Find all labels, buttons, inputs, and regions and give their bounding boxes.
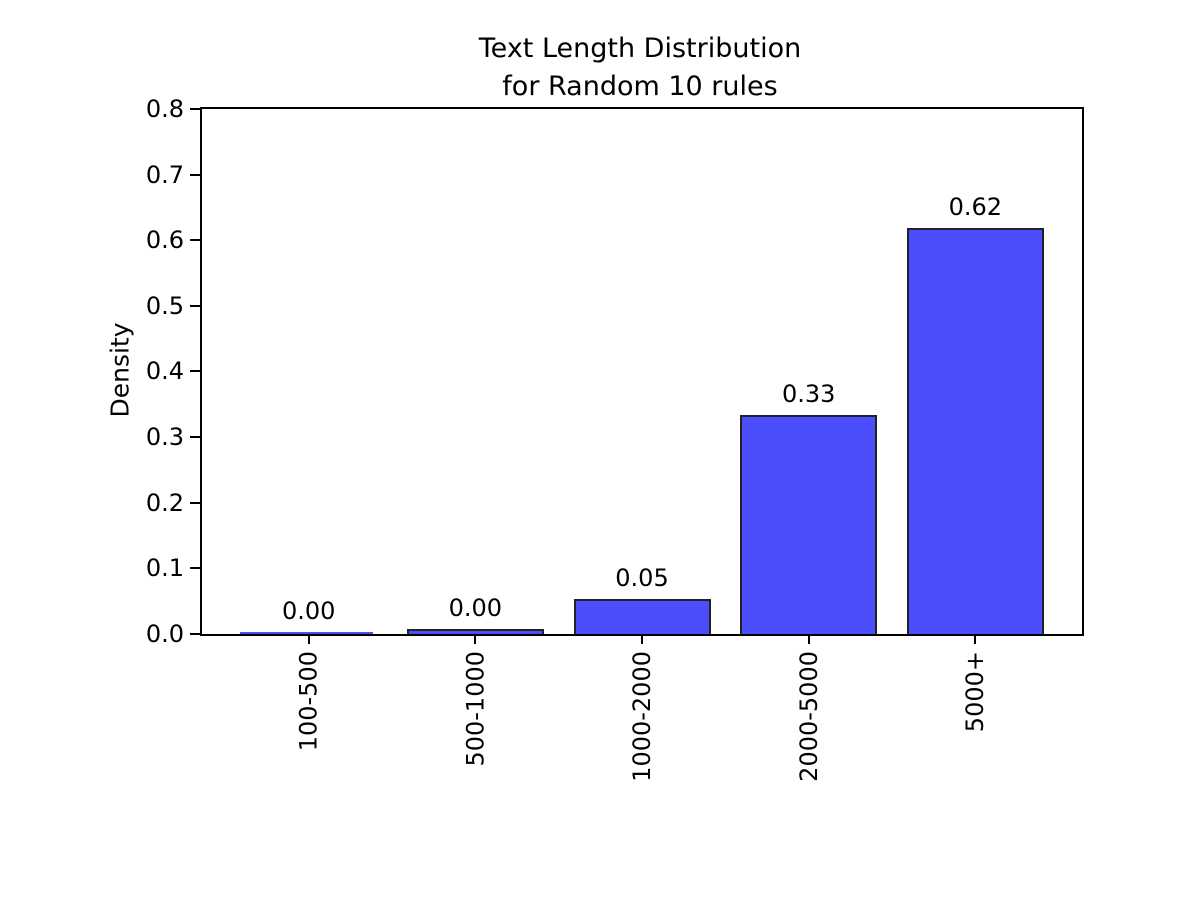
- y-tick-mark: [190, 567, 200, 569]
- y-tick-label: 0.6: [145, 226, 184, 254]
- bar-value-label: 0.00: [448, 593, 503, 622]
- bar: [406, 628, 544, 634]
- y-tick-mark: [190, 239, 200, 241]
- chart-title: Text Length Distribution for Random 10 r…: [478, 33, 802, 102]
- x-tick-label: 5000+: [961, 651, 990, 733]
- bar: [906, 228, 1044, 634]
- x-tick-label: 2000-5000: [794, 651, 823, 782]
- bar-value-label: 0.62: [948, 193, 1003, 222]
- bar-value-label: 0.00: [281, 597, 336, 625]
- x-tick-label: 500-1000: [461, 651, 490, 767]
- y-tick-mark: [190, 633, 200, 635]
- x-tick-mark: [641, 634, 643, 644]
- y-tick-label: 0.0: [145, 620, 184, 648]
- y-tick-mark: [190, 436, 200, 438]
- y-tick-label: 0.5: [145, 292, 184, 320]
- x-tick-label: 100-500: [294, 651, 323, 752]
- y-tick-mark: [190, 502, 200, 504]
- y-tick-label: 0.7: [145, 161, 184, 189]
- y-tick-label: 0.3: [145, 423, 184, 451]
- bar: [240, 632, 374, 634]
- bar-value-label: 0.33: [781, 380, 836, 409]
- x-tick-mark: [807, 634, 810, 644]
- y-tick-mark: [190, 108, 200, 110]
- x-tick-mark: [974, 634, 977, 644]
- y-tick-label: 0.1: [145, 554, 184, 582]
- bar-value-label: 0.05: [615, 564, 669, 593]
- y-tick-label: 0.4: [145, 357, 184, 385]
- x-tick-mark: [474, 634, 477, 644]
- plot-area: 0.0 0.1 0.2 0.3 0.4 0.5 0.6 0.7: [146, 95, 1084, 782]
- bar: [573, 599, 711, 634]
- y-tick-label: 0.8: [145, 95, 184, 123]
- bar: [740, 415, 878, 634]
- x-tick-mark: [307, 634, 310, 644]
- x-tick-label: 1000-2000: [628, 651, 656, 782]
- y-tick-mark: [190, 174, 200, 176]
- y-tick-mark: [190, 305, 200, 307]
- y-tick-mark: [190, 370, 200, 372]
- y-tick-label: 0.2: [145, 489, 184, 517]
